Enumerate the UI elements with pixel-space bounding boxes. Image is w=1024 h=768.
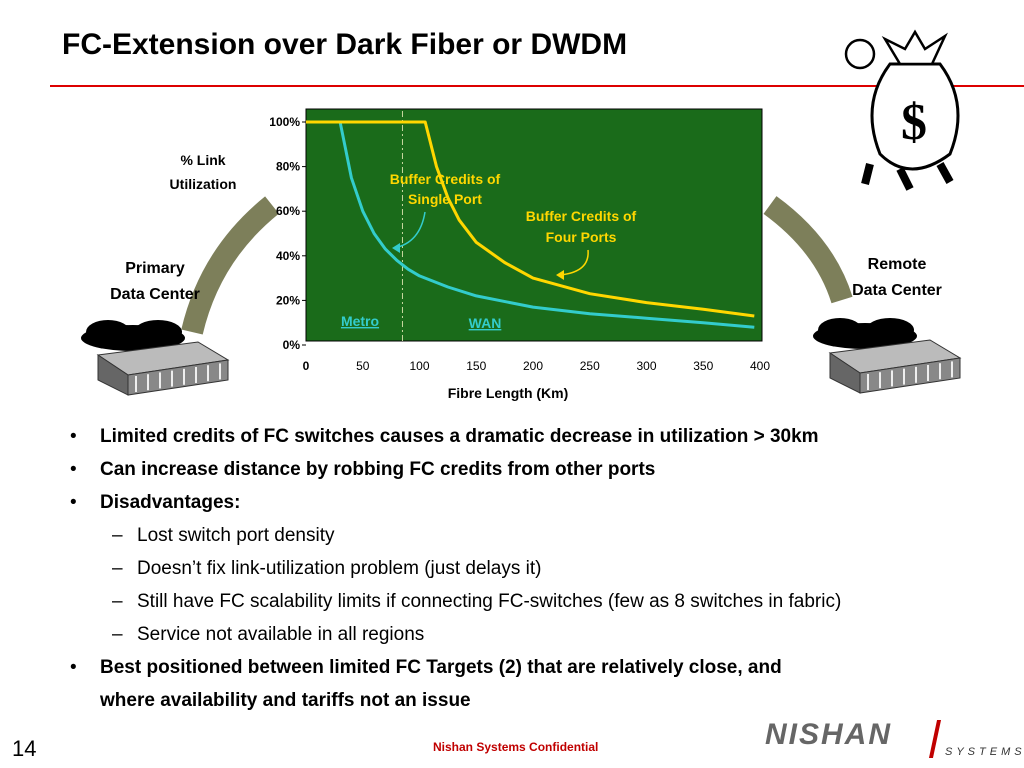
dollar-sign-icon: $ [901, 94, 927, 151]
sub-bullet-item: – Service not available in all regions [70, 618, 1010, 651]
bullet-mark: • [70, 459, 77, 480]
logo-bar [928, 720, 942, 758]
y-tick-label: 40% [276, 249, 300, 263]
slide-title: FC-Extension over Dark Fiber or DWDM [62, 28, 628, 61]
cartoon-head [844, 38, 876, 70]
bullet-text: Disadvantages: [100, 492, 241, 513]
bullet-item: • Best positioned between limited FC Targ… [70, 651, 1010, 684]
y-axis-title: % Link Utilization [148, 148, 258, 196]
sub-bullet-item: – Doesn’t fix link-utilization problem (j… [70, 552, 1010, 585]
sub-bullet-item: – Still have FC scalability limits if con… [70, 585, 1010, 618]
logo-wordmark: NISHAN [765, 718, 893, 751]
bullet-item: • Disadvantages: [70, 486, 1010, 519]
annotation-four-ports-line2: Four Ports [546, 229, 617, 245]
bullet-text: Can increase distance by robbing FC cred… [100, 459, 656, 480]
building-front [859, 357, 961, 394]
money-bag-icon: $ [844, 29, 960, 191]
y-tick-label: 100% [269, 115, 300, 129]
series-line-1 [306, 120, 755, 318]
logo-subtext: SYSTEMS [945, 746, 1024, 758]
arrow-head-four [556, 270, 564, 280]
cartoon-legs [861, 162, 954, 191]
x-tick-label: 0 [303, 359, 310, 373]
x-tick-label: 50 [356, 359, 370, 373]
bullet-text: Doesn’t fix link-utilization problem (ju… [137, 558, 542, 579]
y-axis-title-line1: % Link [180, 152, 226, 168]
arrow-to-four-ports [559, 249, 589, 276]
bullet-item: where availability and tariffs not an is… [70, 684, 1010, 717]
bullet-item: • Limited credits of FC switches causes a… [70, 420, 1010, 453]
annotation-single-port-line2: Single Port [408, 191, 482, 207]
arrow-head-single [392, 243, 400, 253]
cloud-icon-puff [134, 320, 182, 344]
bullet-text: Lost switch port density [137, 525, 335, 546]
wan-label: WAN [469, 315, 502, 331]
x-tick-label: 300 [636, 359, 656, 373]
nishan-logo: NISHAN SYSTEMS [765, 716, 1022, 766]
utilization-chart: 0% 20% 40% 60% 80% 100% 0 50 100 150 200 250 300 350 4… [81, 29, 962, 396]
primary-building-icon [81, 320, 230, 396]
cloud-icon-puff [86, 320, 130, 344]
remote-building-icon [813, 318, 962, 394]
metro-label: Metro [341, 313, 379, 329]
x-axis-title: Fibre Length (Km) [447, 385, 569, 401]
money-bag-top [881, 29, 948, 66]
bullet-mark: – [112, 624, 123, 645]
annotation-four-ports-line1: Buffer Credits of [526, 208, 637, 224]
x-tick-label: 400 [750, 359, 770, 373]
annotation-single-port-line1: Buffer Credits of [390, 171, 501, 187]
bullet-mark: • [70, 492, 77, 513]
remote-label-line1: Remote [867, 256, 927, 273]
bullet-mark: • [70, 426, 77, 447]
bullet-text: Service not available in all regions [137, 624, 425, 645]
primary-label-line2: Data Center [110, 286, 200, 303]
y-axis-title-line2: Utilization [169, 176, 237, 192]
bullet-text: Limited credits of FC switches causes a … [100, 426, 819, 447]
building-front [127, 359, 229, 396]
y-tick-label: 0% [283, 338, 301, 352]
bullet-mark: • [70, 657, 77, 678]
page-number: 14 [12, 736, 37, 761]
bullet-mark: – [112, 591, 123, 612]
bullet-text: where availability and tariffs not an is… [100, 690, 471, 711]
bullet-mark: – [112, 525, 123, 546]
x-tick-label: 250 [580, 359, 600, 373]
remote-data-center-label: Remote Data Center [832, 252, 962, 304]
bullet-text: Still have FC scalability limits if conn… [137, 591, 842, 612]
primary-label-line1: Primary [125, 260, 185, 277]
y-tick-label: 80% [276, 160, 300, 174]
confidential-label: Nishan Systems Confidential [433, 740, 599, 754]
bullet-list: • Limited credits of FC switches causes a… [70, 420, 1010, 717]
y-tick-label: 60% [276, 204, 300, 218]
x-tick-label: 200 [523, 359, 543, 373]
x-tick-label: 350 [693, 359, 713, 373]
x-tick-label: 100 [409, 359, 429, 373]
series-line-0 [306, 120, 755, 329]
bullet-mark: – [112, 558, 123, 579]
right-link-arc [763, 196, 853, 304]
title-divider [50, 85, 1024, 87]
cloud-icon-puff [866, 318, 914, 342]
bullet-item: • Can increase distance by robbing FC cre… [70, 453, 1010, 486]
primary-data-center-label: Primary Data Center [90, 256, 220, 308]
x-tick-label: 150 [466, 359, 486, 373]
bullet-text: Best positioned between limited FC Targe… [100, 657, 782, 678]
cloud-icon-puff [818, 318, 862, 342]
remote-label-line2: Data Center [852, 282, 942, 299]
money-bag-body [870, 62, 960, 171]
sub-bullet-item: – Lost switch port density [70, 519, 1010, 552]
y-tick-label: 20% [276, 293, 300, 307]
plot-area [305, 108, 763, 342]
left-link-arc [181, 196, 279, 335]
